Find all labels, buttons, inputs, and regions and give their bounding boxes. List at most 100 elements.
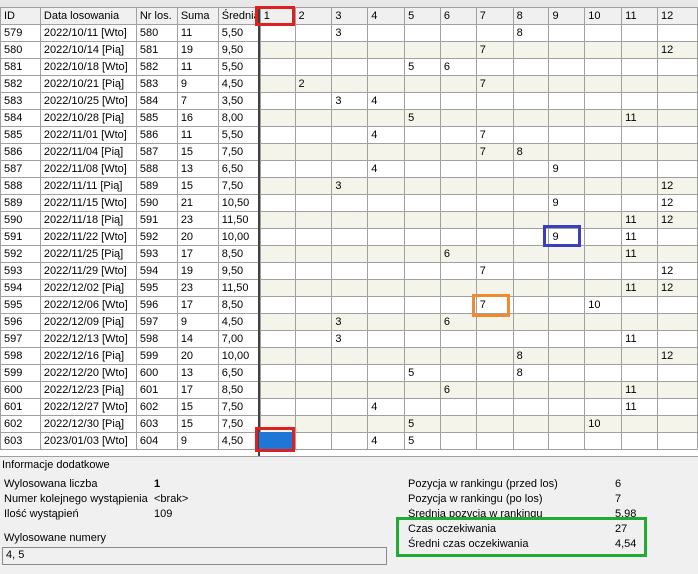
number-cell[interactable]: [621, 92, 659, 110]
number-cell[interactable]: [621, 143, 659, 161]
table-cell[interactable]: 602: [0, 415, 41, 433]
table-cell[interactable]: 591: [0, 228, 41, 246]
table-cell[interactable]: 11: [176, 126, 219, 144]
column-header-number-5[interactable]: 5: [404, 7, 441, 25]
number-cell[interactable]: [367, 262, 406, 280]
table-cell[interactable]: 583: [135, 75, 178, 93]
table-cell[interactable]: 588: [135, 160, 178, 178]
number-cell[interactable]: [584, 313, 623, 331]
table-row[interactable]: 579 2022/10/11 [Wto] 580 11 5,50 3 8: [0, 24, 698, 42]
number-cell[interactable]: [367, 143, 406, 161]
number-cell[interactable]: 8: [512, 347, 550, 365]
number-cell[interactable]: 3: [331, 177, 369, 195]
number-cell[interactable]: [475, 228, 514, 246]
number-cell[interactable]: [259, 313, 296, 331]
number-cell[interactable]: [404, 126, 441, 144]
number-cell[interactable]: [475, 398, 514, 416]
table-cell[interactable]: 9,50: [217, 41, 261, 59]
table-cell[interactable]: 9: [176, 432, 219, 450]
column-header-number-10[interactable]: 10: [584, 7, 623, 25]
table-cell[interactable]: 11,50: [217, 279, 261, 297]
table-cell[interactable]: 15: [176, 177, 219, 195]
number-cell[interactable]: [367, 177, 406, 195]
number-cell[interactable]: [548, 347, 586, 365]
number-cell[interactable]: 5: [404, 432, 441, 450]
number-cell[interactable]: [621, 364, 659, 382]
number-cell[interactable]: 4: [367, 432, 406, 450]
table-row[interactable]: 595 2022/12/06 [Wto] 596 17 8,50 7 10: [0, 296, 698, 314]
number-cell[interactable]: [404, 262, 441, 280]
number-cell[interactable]: [548, 364, 586, 382]
table-cell[interactable]: 599: [135, 347, 178, 365]
number-cell[interactable]: [259, 364, 296, 382]
table-cell[interactable]: 581: [0, 58, 41, 76]
table-cell[interactable]: 582: [135, 58, 178, 76]
number-cell[interactable]: [404, 313, 441, 331]
table-cell[interactable]: 13: [176, 364, 219, 382]
number-cell[interactable]: [621, 415, 659, 433]
number-cell[interactable]: [439, 92, 477, 110]
table-cell[interactable]: 15: [176, 398, 219, 416]
table-cell[interactable]: 17: [176, 381, 219, 399]
number-cell[interactable]: 11: [621, 330, 659, 348]
table-cell[interactable]: 2022/10/14 [Pią]: [39, 41, 137, 59]
table-cell[interactable]: 13: [176, 160, 219, 178]
column-header-date[interactable]: Data losowania: [39, 7, 137, 25]
table-cell[interactable]: 593: [135, 245, 178, 263]
number-cell[interactable]: [621, 41, 659, 59]
number-cell[interactable]: [259, 347, 296, 365]
table-cell[interactable]: 594: [135, 262, 178, 280]
number-cell[interactable]: [439, 194, 477, 212]
number-cell[interactable]: [475, 279, 514, 297]
number-cell[interactable]: [584, 364, 623, 382]
number-cell[interactable]: 5: [404, 415, 441, 433]
number-cell[interactable]: [367, 58, 406, 76]
number-cell[interactable]: 8: [512, 364, 550, 382]
number-cell[interactable]: [548, 262, 586, 280]
table-row[interactable]: 593 2022/11/29 [Wto] 594 19 9,50 7 12: [0, 262, 698, 280]
number-cell[interactable]: 7: [475, 296, 514, 314]
number-cell[interactable]: [584, 381, 623, 399]
table-cell[interactable]: 2022/11/25 [Pią]: [39, 245, 137, 263]
table-cell[interactable]: 8,50: [217, 245, 261, 263]
table-cell[interactable]: 15: [176, 143, 219, 161]
column-header-average[interactable]: Średnia: [217, 7, 261, 25]
number-cell[interactable]: [294, 313, 333, 331]
number-cell[interactable]: [548, 313, 586, 331]
number-cell[interactable]: [512, 211, 550, 229]
number-cell[interactable]: [475, 109, 514, 127]
number-cell[interactable]: [294, 194, 333, 212]
number-cell[interactable]: 9: [548, 160, 586, 178]
number-cell[interactable]: 9: [548, 194, 586, 212]
number-cell[interactable]: 7: [475, 143, 514, 161]
table-cell[interactable]: 597: [135, 313, 178, 331]
number-cell[interactable]: [439, 279, 477, 297]
number-cell[interactable]: [621, 75, 659, 93]
number-cell[interactable]: [259, 279, 296, 297]
number-cell[interactable]: [512, 177, 550, 195]
table-cell[interactable]: 598: [135, 330, 178, 348]
number-cell[interactable]: 11: [621, 109, 659, 127]
table-cell[interactable]: 593: [0, 262, 41, 280]
table-cell[interactable]: 2022/12/20 [Wto]: [39, 364, 137, 382]
number-cell[interactable]: [439, 211, 477, 229]
number-cell[interactable]: [475, 415, 514, 433]
number-cell[interactable]: [404, 228, 441, 246]
table-cell[interactable]: 8,50: [217, 296, 261, 314]
table-row[interactable]: 585 2022/11/01 [Wto] 586 11 5,50 4 7: [0, 126, 698, 144]
number-cell[interactable]: [331, 58, 369, 76]
number-cell[interactable]: [294, 228, 333, 246]
table-cell[interactable]: 594: [0, 279, 41, 297]
table-cell[interactable]: 589: [135, 177, 178, 195]
number-cell[interactable]: [294, 347, 333, 365]
number-cell[interactable]: [294, 415, 333, 433]
number-cell[interactable]: 4: [367, 160, 406, 178]
number-cell[interactable]: [475, 364, 514, 382]
number-cell[interactable]: [439, 415, 477, 433]
table-cell[interactable]: 2023/01/03 [Wto]: [39, 432, 137, 450]
number-cell[interactable]: [512, 313, 550, 331]
table-cell[interactable]: 2022/11/18 [Pią]: [39, 211, 137, 229]
column-header-number-3[interactable]: 3: [331, 7, 369, 25]
number-cell[interactable]: [294, 143, 333, 161]
table-cell[interactable]: 23: [176, 279, 219, 297]
